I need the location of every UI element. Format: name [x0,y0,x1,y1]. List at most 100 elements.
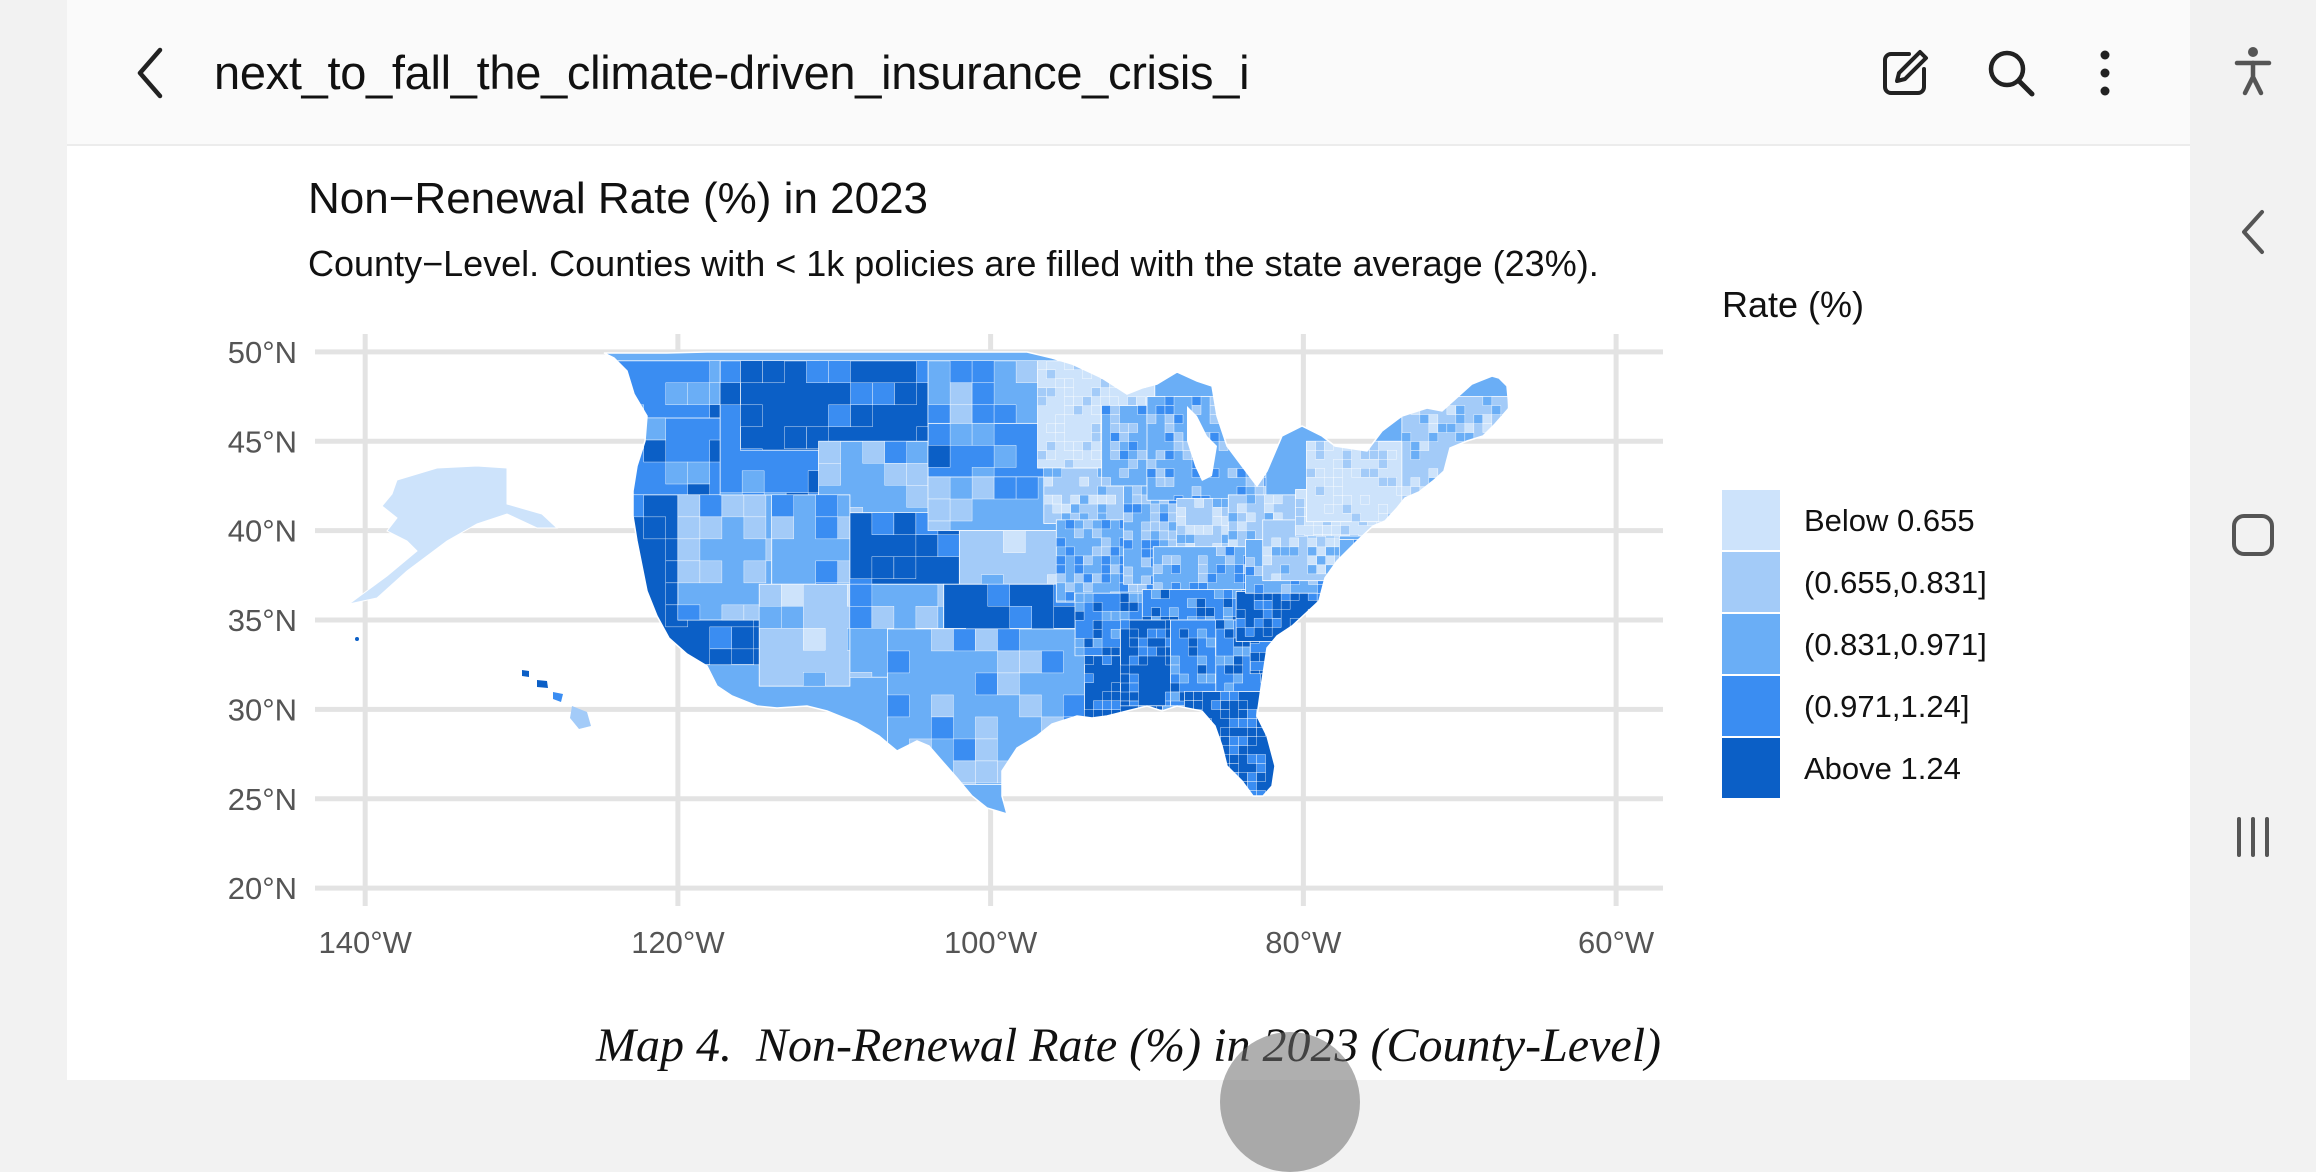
county-cell [1361,591,1372,601]
county-cell [1253,600,1264,610]
county-cell [1455,432,1466,442]
county-cell [1120,718,1130,728]
county-cell [1132,503,1142,514]
system-recents-button[interactable] [2219,803,2287,871]
choropleth-figure: Non−Renewal Rate (%) in 2023 County−Leve… [228,174,1987,960]
county-cell [1269,700,1280,703]
county-cell [1194,525,1204,535]
county-cell [1283,727,1293,737]
county-cell [1187,616,1197,621]
county-cell [916,360,929,384]
county-cell [1037,360,1047,371]
county-cell [949,382,973,406]
county-cell [1064,396,1074,407]
back-button[interactable] [118,40,184,106]
county-cell [1353,548,1363,558]
county-cell [1074,592,1085,603]
left-gutter [0,0,67,1080]
legend-label: Above 1.24 [1804,751,1961,786]
county-cell [1267,652,1278,662]
county-cell [1312,652,1323,662]
county-cell [1170,691,1180,702]
county-cell [1292,781,1302,791]
county-cell [1074,555,1084,566]
county-cell [1238,736,1248,746]
county-cell [1101,573,1111,584]
system-home-button[interactable] [2219,501,2287,569]
county-cell [1176,534,1186,544]
county-cell [1129,700,1139,706]
county-cell [1281,584,1291,594]
county-cell [1410,396,1421,406]
county-cell [1428,432,1439,442]
county-cell [1287,655,1292,666]
county-cell [915,606,939,629]
scroll-indicator[interactable] [1220,1032,1360,1172]
county-cell [1428,414,1439,424]
county-cell [1197,664,1207,675]
county-cell [1193,754,1203,764]
county-cell [1464,450,1475,460]
county-cell [1188,637,1198,648]
edit-button[interactable] [1872,40,1938,106]
county-cell [1101,610,1112,621]
county-cell [1019,782,1042,785]
county-cell [1101,537,1111,548]
county-cell [1164,423,1175,433]
county-cell [1046,369,1056,380]
county-cell [1307,555,1317,566]
county-cell [1245,459,1256,469]
county-cell [1164,396,1175,406]
county-cell [1138,718,1148,728]
county-cell [759,606,782,629]
county-cell [1083,519,1093,530]
county-cell [1269,646,1280,657]
county-cell [1164,414,1175,424]
county-cell [1170,655,1180,666]
legend-swatch [1722,738,1780,798]
search-button[interactable] [1978,40,2044,106]
county-cell [1128,423,1138,433]
county-cell [1214,589,1224,599]
system-back-button[interactable] [2219,198,2287,266]
county-cell [1256,763,1266,773]
county-cell [1074,564,1084,575]
county-cell [1245,566,1255,576]
county-cell [1085,782,1093,785]
county-cell [1128,441,1138,451]
county-cell [1236,450,1247,460]
county-cell [1041,650,1064,674]
county-cell [931,694,954,718]
county-cell [1229,781,1239,791]
county-cell [1233,673,1244,684]
more-options-button[interactable] [2072,40,2138,106]
county-cell [1193,700,1203,710]
county-cell [1256,754,1266,764]
accessibility-button[interactable] [2219,37,2287,105]
county-cell [1173,414,1184,424]
county-cell [1419,414,1430,424]
county-cell [1371,539,1379,549]
county-cell [1238,718,1248,728]
county-cell [949,498,973,522]
county-cell [1307,564,1317,575]
county-cell [1073,396,1083,407]
county-cell [1247,772,1257,782]
county-cell [1084,673,1094,683]
county-cell [1211,700,1221,710]
county-cell [1401,486,1412,496]
county-cell [1083,555,1093,566]
county-cell [1191,396,1202,406]
county-cell [1473,450,1484,460]
county-cell [1184,691,1194,701]
county-cell [1371,557,1379,567]
county-cell [1083,582,1093,593]
county-cell [665,461,688,485]
county-cell [1120,700,1130,706]
county-cell [1056,564,1066,575]
county-cell [993,445,1017,468]
county-cell [1333,495,1343,505]
county-cell [1185,525,1195,535]
county-cell [1151,607,1161,617]
county-cell [1070,494,1080,505]
